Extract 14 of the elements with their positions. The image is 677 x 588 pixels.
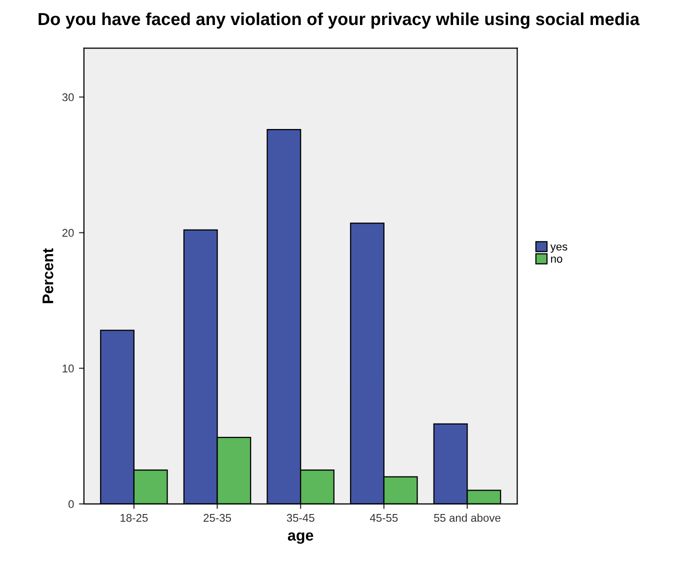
x-tick-label: 45-55 xyxy=(370,514,398,522)
legend-label: no xyxy=(551,256,562,263)
legend-label: yes xyxy=(550,244,568,253)
x-tick-label: 25-35 xyxy=(204,514,232,522)
x-tick-label: 55 and above xyxy=(434,514,500,522)
x-tick-label: 35-45 xyxy=(286,514,314,522)
y-tick-label: 20 xyxy=(62,228,74,237)
x-tick-label: 18-25 xyxy=(120,514,148,522)
x-axis-title: age xyxy=(288,532,314,544)
chart-title: Do you have faced any violation of your privacy while using social media xyxy=(38,12,640,29)
y-axis-title: Percent xyxy=(42,248,54,304)
y-tick-label: 30 xyxy=(62,93,74,102)
y-tick-label: 0 xyxy=(68,500,74,508)
y-tick-label: 10 xyxy=(62,364,74,372)
